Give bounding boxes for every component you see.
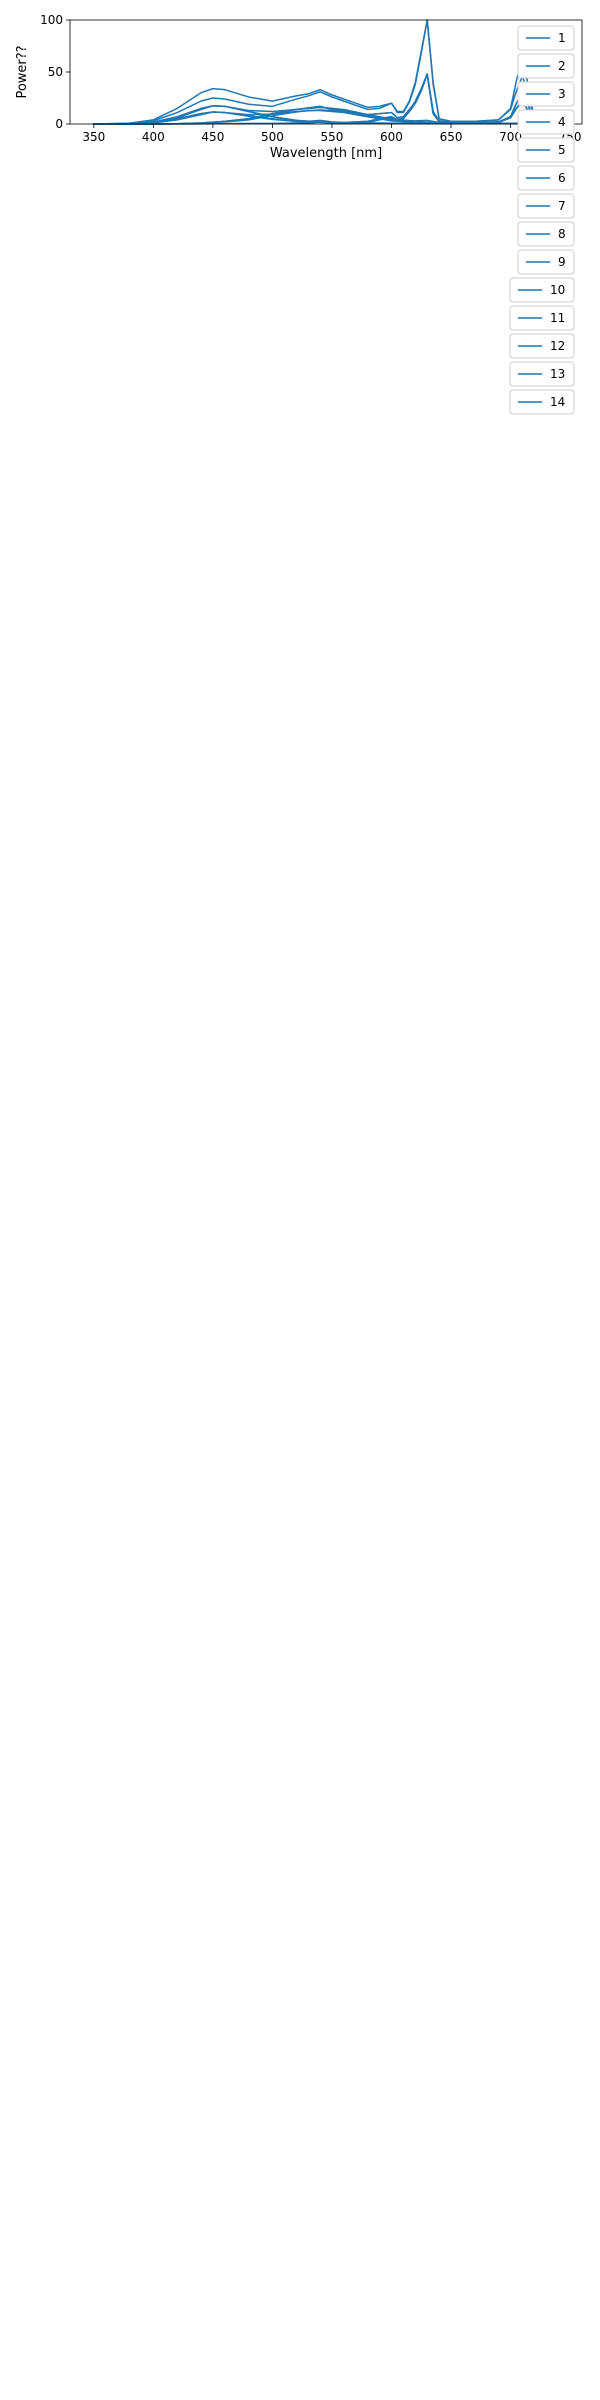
legend-label: 1 <box>558 31 566 45</box>
legend-label: 4 <box>558 115 566 129</box>
x-tick-label: 350 <box>82 130 105 144</box>
legend-label: 14 <box>550 395 565 409</box>
legend-label: 12 <box>550 339 565 353</box>
y-tick-label: 0 <box>55 117 63 131</box>
x-tick-label: 400 <box>142 130 165 144</box>
x-tick-label: 600 <box>380 130 403 144</box>
y-tick-label: 50 <box>48 65 63 79</box>
legend-label: 3 <box>558 87 566 101</box>
x-tick-label: 500 <box>261 130 284 144</box>
y-tick-label: 100 <box>40 13 63 27</box>
legend-label: 13 <box>550 367 565 381</box>
legend-label: 8 <box>558 227 566 241</box>
chart-panel-1: 350 400 450 500 550 600 650 700 750050100Wavelen… <box>15 13 583 415</box>
legend-label: 9 <box>558 255 566 269</box>
x-tick-label: 450 <box>201 130 224 144</box>
x-tick-label: 700 <box>499 130 522 144</box>
x-tick-label: 550 <box>321 130 344 144</box>
legend-label: 7 <box>558 199 566 213</box>
x-axis-label: Wavelength [nm] <box>270 146 382 161</box>
legend-label: 5 <box>558 143 566 157</box>
legend-label: 2 <box>558 59 566 73</box>
legend-label: 10 <box>550 283 565 297</box>
x-tick-label: 650 <box>440 130 463 144</box>
y-axis-label: Power?? <box>15 45 30 98</box>
legend-label: 6 <box>558 171 566 185</box>
series-line-13 <box>93 109 559 125</box>
series-line-14 <box>93 19 559 125</box>
legend-label: 11 <box>550 311 565 325</box>
